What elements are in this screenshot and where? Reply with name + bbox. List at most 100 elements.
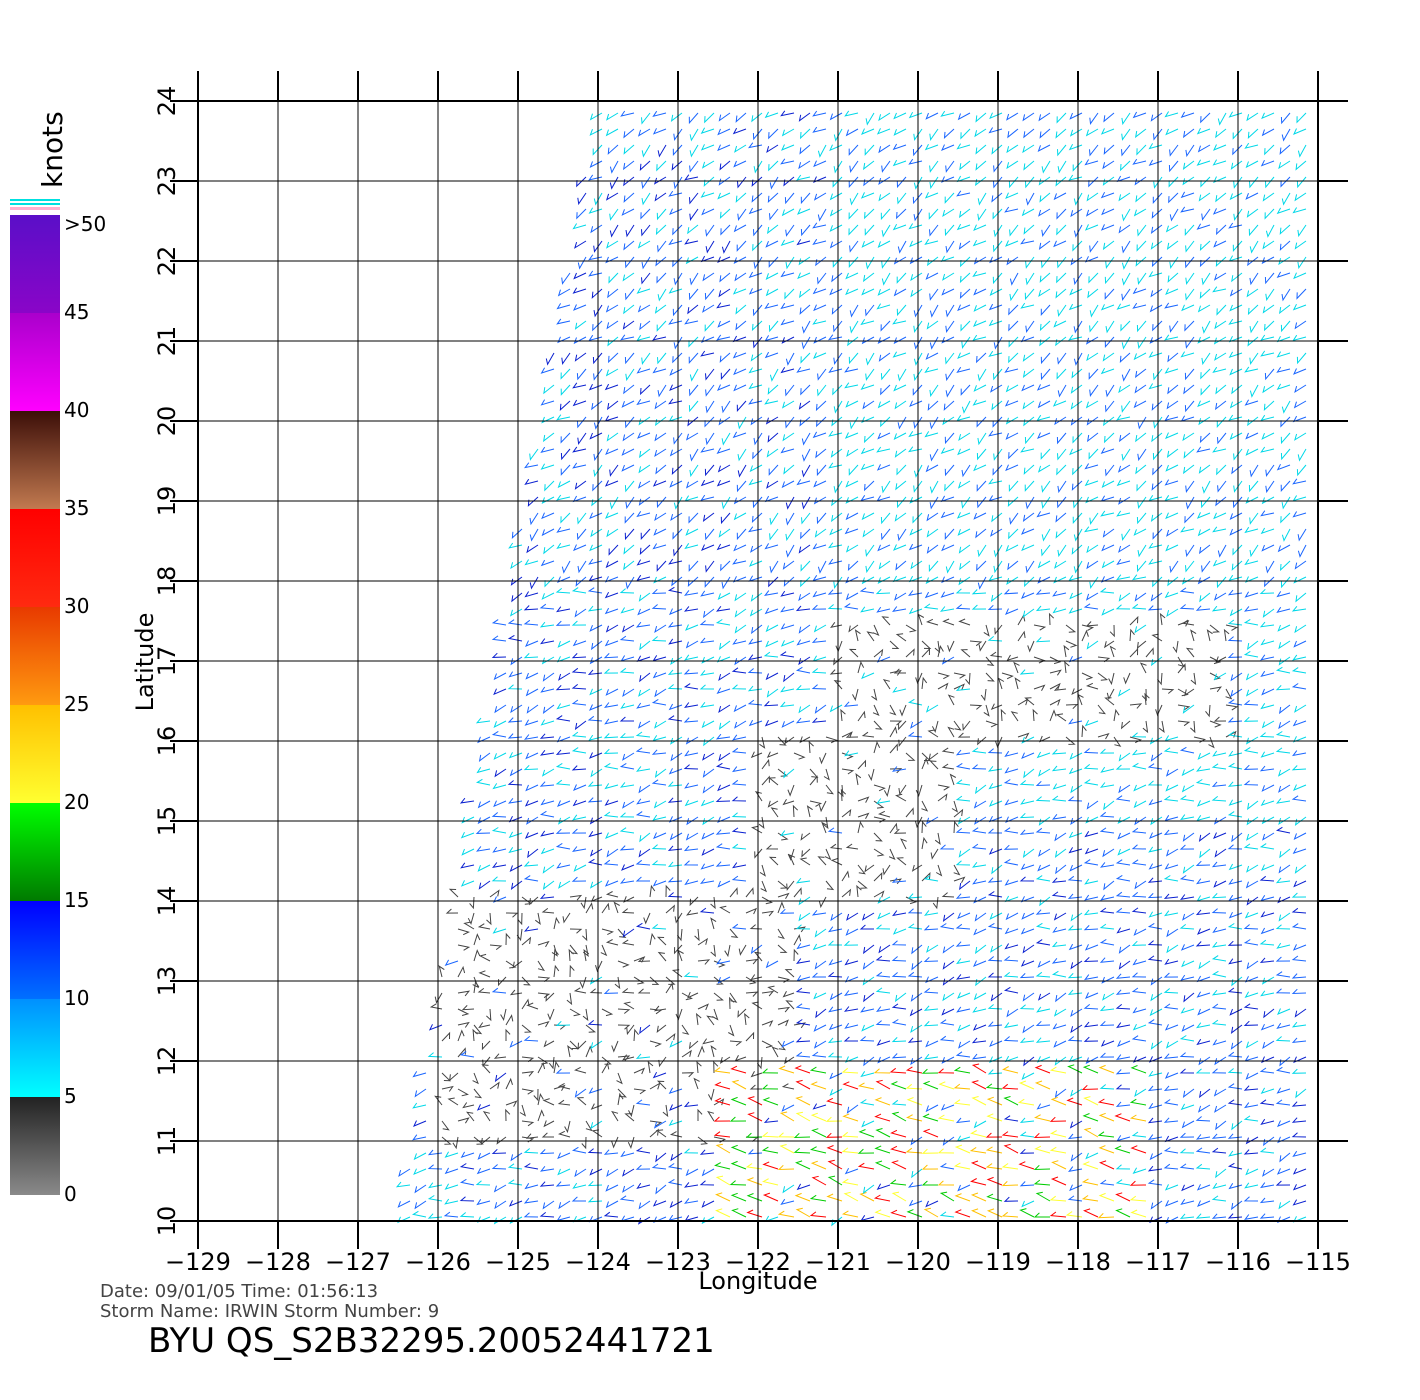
wind-vector bbox=[1121, 256, 1131, 270]
wind-vector bbox=[1084, 831, 1099, 838]
wind-vector bbox=[667, 892, 683, 898]
wind-vector bbox=[1005, 912, 1019, 921]
wind-vector bbox=[955, 893, 971, 899]
wind-vector bbox=[1249, 320, 1259, 334]
wind-vector bbox=[1056, 432, 1067, 445]
wind-vector bbox=[1179, 795, 1195, 802]
wind-vector bbox=[493, 752, 507, 760]
wind-vector bbox=[670, 1152, 683, 1162]
wind-vector bbox=[717, 144, 731, 152]
wind-vector bbox=[990, 703, 1003, 711]
wind-vector bbox=[689, 208, 699, 221]
wind-vector bbox=[1136, 640, 1147, 650]
wind-vector bbox=[1211, 908, 1227, 914]
wind-vector bbox=[1053, 192, 1067, 201]
wind-vector bbox=[529, 528, 539, 542]
colorbar-cap-cyan bbox=[10, 199, 60, 201]
wind-vector bbox=[1114, 1145, 1131, 1154]
wind-vector bbox=[608, 544, 619, 556]
wind-vector bbox=[1182, 704, 1195, 714]
wind-vector bbox=[1227, 762, 1243, 770]
wind-vector bbox=[1022, 608, 1035, 618]
wind-vector bbox=[541, 1132, 554, 1138]
wind-vector bbox=[620, 607, 635, 614]
wind-vector bbox=[777, 1164, 795, 1171]
wind-vector bbox=[865, 112, 875, 126]
wind-vector bbox=[547, 1008, 555, 1021]
wind-vector bbox=[715, 861, 731, 867]
wind-vector bbox=[588, 734, 603, 741]
wind-vector bbox=[605, 688, 619, 696]
wind-vector bbox=[1159, 612, 1166, 626]
wind-vector bbox=[623, 144, 635, 155]
wind-vector bbox=[494, 1200, 507, 1210]
wind-vector bbox=[707, 1088, 715, 1102]
wind-vector bbox=[1291, 605, 1307, 612]
wind-vector bbox=[697, 1108, 703, 1121]
wind-vector bbox=[1243, 746, 1259, 754]
wind-vector bbox=[1275, 971, 1291, 978]
wind-vector bbox=[1211, 861, 1227, 868]
wind-vector bbox=[622, 688, 635, 698]
wind-vector bbox=[1148, 1070, 1163, 1077]
wind-vector bbox=[1149, 736, 1163, 745]
wind-vector bbox=[975, 160, 987, 171]
wind-vector bbox=[925, 816, 939, 825]
wind-vector bbox=[1183, 992, 1195, 1003]
wind-vector bbox=[482, 1110, 491, 1122]
wind-vector bbox=[491, 1148, 507, 1155]
wind-vector bbox=[1293, 576, 1307, 584]
wind-vector bbox=[548, 1056, 555, 1070]
wind-vector bbox=[830, 448, 843, 458]
wind-vector bbox=[875, 1020, 891, 1026]
wind-vector bbox=[929, 224, 939, 237]
wind-vector bbox=[684, 1182, 699, 1188]
wind-vector bbox=[1147, 1117, 1163, 1124]
wind-vector bbox=[1279, 1152, 1291, 1163]
wind-vector bbox=[939, 923, 955, 930]
wind-vector bbox=[635, 1147, 651, 1154]
wind-vector bbox=[1006, 654, 1019, 662]
wind-vector bbox=[1005, 544, 1019, 552]
wind-vector bbox=[443, 1211, 459, 1218]
wind-vector bbox=[1005, 464, 1019, 472]
wind-vector bbox=[862, 272, 875, 283]
wind-vector bbox=[1131, 907, 1147, 914]
wind-vector bbox=[653, 528, 667, 536]
wind-vector bbox=[1008, 528, 1019, 540]
wind-vector bbox=[735, 112, 747, 123]
wind-vector bbox=[1259, 843, 1275, 850]
wind-vector bbox=[689, 368, 699, 382]
wind-vector bbox=[1148, 558, 1163, 565]
wind-vector bbox=[1057, 160, 1067, 174]
wind-vector bbox=[1084, 256, 1099, 263]
wind-vector bbox=[1115, 1208, 1131, 1218]
wind-vector bbox=[1149, 832, 1163, 839]
wind-vector bbox=[828, 1023, 843, 1031]
y-tick-label: 11 bbox=[153, 1126, 181, 1157]
wind-vector bbox=[700, 701, 715, 708]
wind-vector bbox=[625, 496, 635, 510]
wind-vector bbox=[566, 992, 573, 1006]
wind-vector bbox=[906, 1097, 923, 1106]
wind-vector bbox=[809, 768, 819, 778]
wind-vector bbox=[811, 717, 827, 723]
wind-vector bbox=[812, 543, 827, 550]
wind-vector bbox=[509, 989, 523, 996]
wind-vector bbox=[958, 576, 971, 586]
wind-vector bbox=[521, 1071, 535, 1077]
wind-vector bbox=[777, 892, 790, 900]
wind-vector bbox=[729, 928, 739, 938]
wind-vector bbox=[624, 480, 635, 493]
wind-vector bbox=[541, 512, 555, 520]
wind-vector bbox=[911, 864, 923, 872]
wind-vector bbox=[761, 1132, 779, 1138]
y-tick-label: 15 bbox=[153, 806, 181, 837]
wind-vector bbox=[1262, 1040, 1275, 1050]
wind-vector bbox=[769, 560, 779, 574]
wind-vector bbox=[587, 669, 603, 676]
wind-vector bbox=[1262, 832, 1275, 841]
wind-vector bbox=[605, 192, 619, 201]
wind-vector bbox=[1228, 799, 1243, 806]
wind-vector bbox=[509, 1040, 523, 1048]
